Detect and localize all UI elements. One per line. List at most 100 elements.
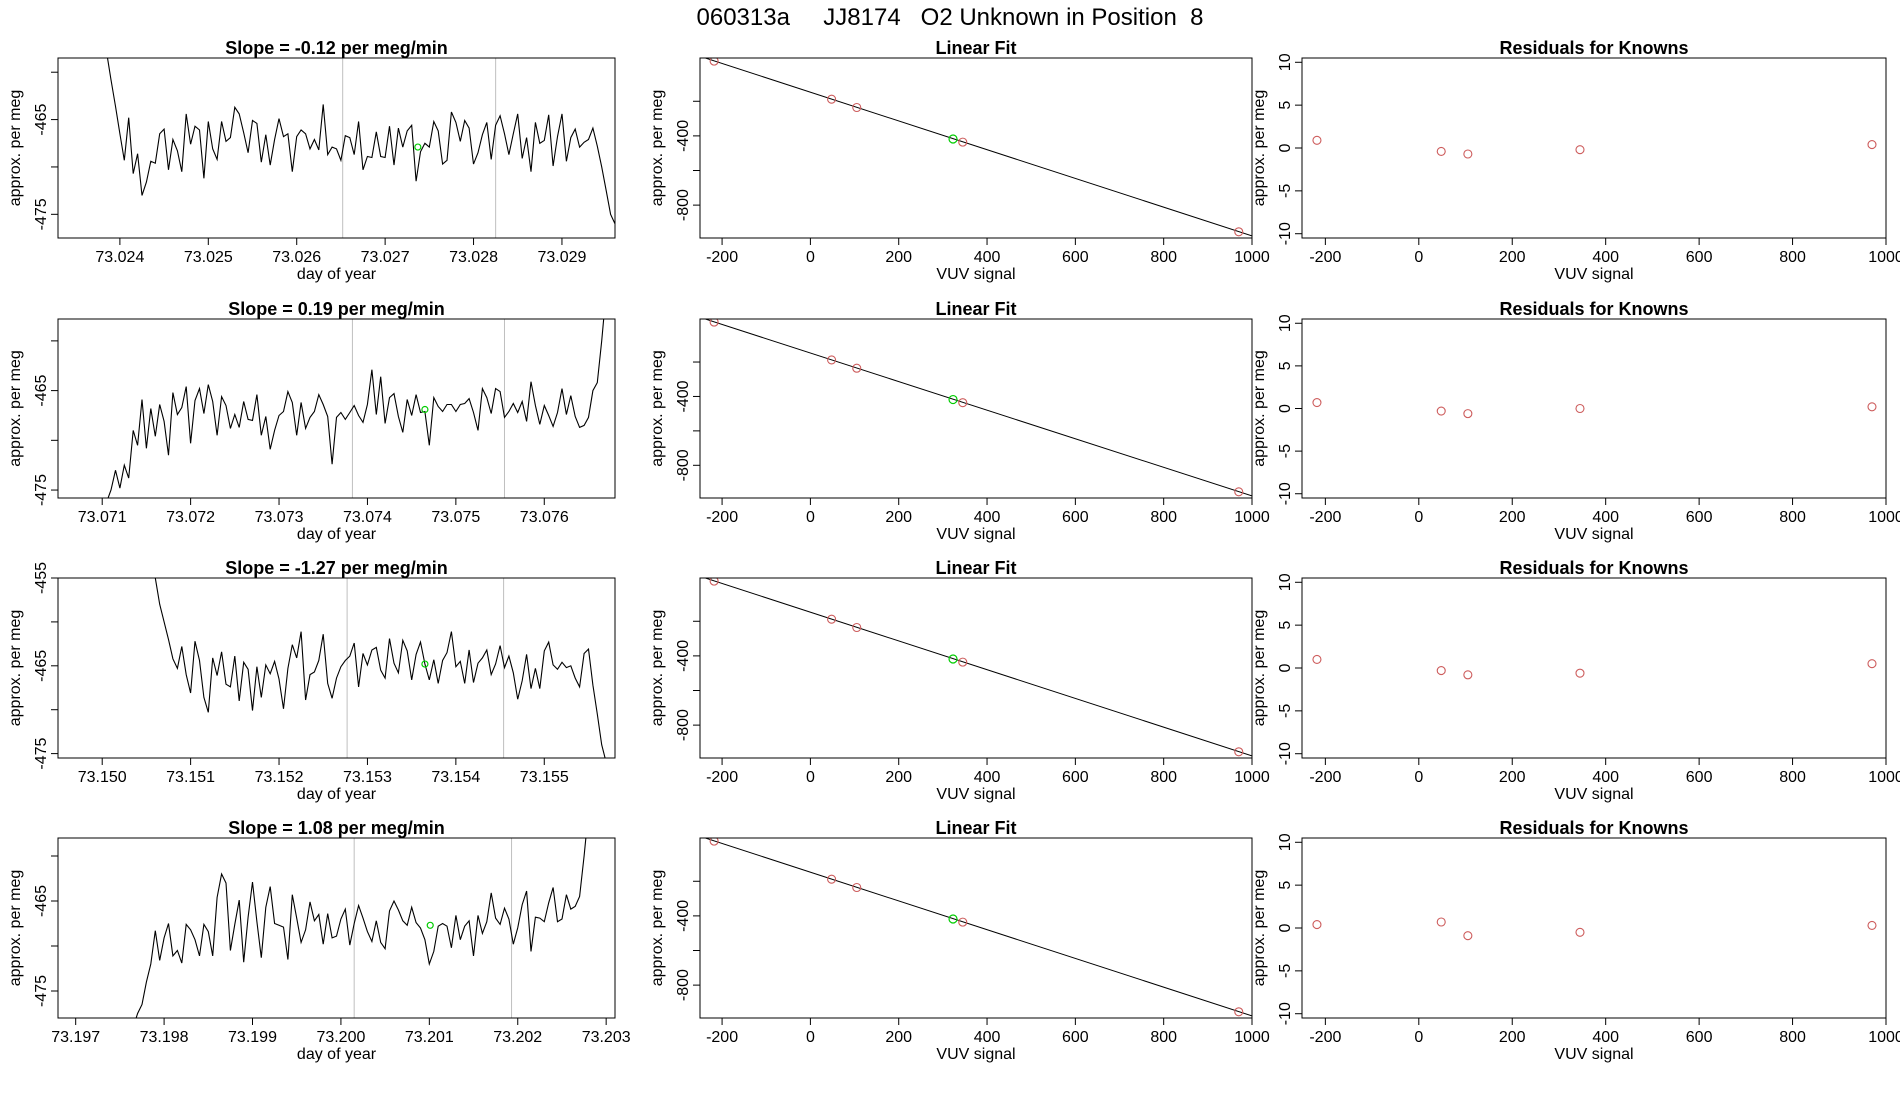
- y-axis-label: approx. per meg: [7, 870, 24, 987]
- data-series-line: [135, 838, 587, 1018]
- x-tick-label: 600: [1062, 509, 1089, 526]
- x-axis-label: day of year: [297, 266, 377, 283]
- y-axis: -475 -465 -455: [33, 562, 58, 770]
- plot-frame: [1301, 837, 1887, 1019]
- x-tick-label: 73.199: [228, 1029, 277, 1046]
- y-tick-label: -400: [675, 120, 692, 152]
- x-tick-label: 600: [1062, 249, 1089, 266]
- fit-line: [703, 58, 1252, 237]
- x-tick-label: -200: [706, 509, 738, 526]
- y-axis-label: approx. per meg: [1251, 350, 1268, 467]
- data-point: [1312, 920, 1322, 930]
- data-point: [958, 398, 968, 408]
- x-tick-label: 0: [806, 249, 815, 266]
- y-axis: -475 -465: [33, 855, 58, 1007]
- x-tick-label: 1000: [1234, 769, 1270, 786]
- panel-r4-c3: Residuals for Knowns-200 0 200 400 600 800 100…: [1251, 818, 1900, 1063]
- data-point: [709, 578, 719, 586]
- x-tick-label: 800: [1150, 509, 1177, 526]
- data-point: [958, 917, 968, 927]
- y-tick-label: 10: [1277, 573, 1294, 591]
- data-point: [1312, 654, 1322, 664]
- x-axis: 73.150 73.151 73.152 73.153 73.154 73.155: [78, 758, 569, 786]
- x-tick-label: 73.200: [316, 1029, 365, 1046]
- y-tick-label: -475: [33, 474, 50, 506]
- data-point: [1575, 145, 1585, 155]
- panel-r3-c3: Residuals for Knowns-200 0 200 400 600 800 100…: [1251, 558, 1900, 803]
- y-axis: -800 -400: [675, 620, 700, 741]
- plot-area: [1312, 397, 1877, 419]
- data-point: [1436, 917, 1446, 927]
- x-axis: 73.197 73.198 73.199 73.200 73.201 73.202 73.2…: [51, 1018, 631, 1046]
- x-tick-label: 73.154: [431, 769, 480, 786]
- x-tick-label: 800: [1779, 1029, 1806, 1046]
- y-axis: -800 -400: [675, 361, 700, 481]
- x-tick-label: 0: [1414, 1029, 1423, 1046]
- panel-r3-c2: Linear Fit -200 0 200 400 600 800 1000 VUV signa…: [649, 558, 1270, 803]
- data-point: [1436, 406, 1446, 416]
- x-tick-label: 600: [1686, 769, 1713, 786]
- plot-frame: [1301, 318, 1887, 499]
- plot-area: [1312, 654, 1877, 680]
- x-axis: -200 0 200 400 600 800 1000: [706, 238, 1270, 266]
- plot-area: [1312, 917, 1877, 941]
- plot-frame: [699, 577, 1253, 759]
- x-tick-label: 400: [974, 1029, 1001, 1046]
- x-tick-label: 73.075: [431, 509, 480, 526]
- data-point: [1867, 402, 1877, 412]
- panel-title: Linear Fit: [935, 299, 1016, 319]
- x-axis: -200 0 200 400 600 800 1000: [706, 498, 1270, 526]
- x-tick-label: 400: [974, 769, 1001, 786]
- data-point: [1463, 409, 1473, 419]
- x-axis-label: VUV signal: [936, 1046, 1015, 1063]
- x-tick-label: 0: [806, 769, 815, 786]
- y-tick-label: -475: [33, 738, 50, 770]
- x-tick-label: -200: [1309, 769, 1341, 786]
- y-tick-label: -400: [675, 900, 692, 932]
- y-tick-label: -465: [33, 374, 50, 406]
- y-tick-label: 5: [1277, 621, 1294, 630]
- x-tick-label: 200: [1499, 509, 1526, 526]
- data-point: [827, 874, 837, 884]
- data-point: [827, 94, 837, 104]
- x-tick-label: 73.201: [405, 1029, 454, 1046]
- unknown-marker: [421, 660, 429, 668]
- data-series-line: [154, 578, 606, 758]
- x-tick-label: 800: [1779, 509, 1806, 526]
- data-point: [958, 137, 968, 147]
- x-tick-label: 73.203: [582, 1029, 631, 1046]
- x-axis: 73.071 73.072 73.073 73.074 73.075 73.076: [78, 498, 569, 526]
- x-axis-label: VUV signal: [1554, 266, 1633, 283]
- x-axis-label: VUV signal: [936, 266, 1015, 283]
- y-axis: -10 -5 0 5 10: [1277, 833, 1302, 1025]
- y-tick-label: -5: [1277, 704, 1294, 718]
- y-tick-label: 10: [1277, 833, 1294, 851]
- plot-area: [703, 578, 1252, 757]
- plot-frame: [57, 577, 616, 759]
- x-axis-label: VUV signal: [1554, 526, 1633, 543]
- x-tick-label: 0: [806, 509, 815, 526]
- panel-r1-c2: Linear Fit -200 0 200 400 600 800 1000 VUV signa…: [649, 38, 1270, 283]
- x-tick-label: 400: [974, 249, 1001, 266]
- x-tick-label: 73.029: [537, 249, 586, 266]
- x-axis-label: day of year: [297, 1046, 377, 1063]
- panel-title: Linear Fit: [935, 818, 1016, 838]
- data-point: [1312, 397, 1322, 408]
- data-point: [1463, 670, 1473, 680]
- y-axis-label: approx. per meg: [649, 350, 666, 467]
- x-tick-label: 73.025: [184, 249, 233, 266]
- x-tick-label: 1000: [1234, 249, 1270, 266]
- panel-title: Residuals for Knowns: [1499, 38, 1688, 58]
- x-tick-label: 73.073: [255, 509, 304, 526]
- y-axis-label: approx. per meg: [7, 90, 24, 207]
- y-tick-label: -800: [675, 449, 692, 481]
- x-tick-label: 800: [1779, 249, 1806, 266]
- y-tick-label: -10: [1277, 1002, 1294, 1025]
- data-point: [852, 102, 862, 113]
- data-point: [1234, 487, 1244, 497]
- y-tick-label: -800: [675, 709, 692, 741]
- data-point: [1436, 666, 1446, 676]
- y-tick-label: -10: [1277, 222, 1294, 245]
